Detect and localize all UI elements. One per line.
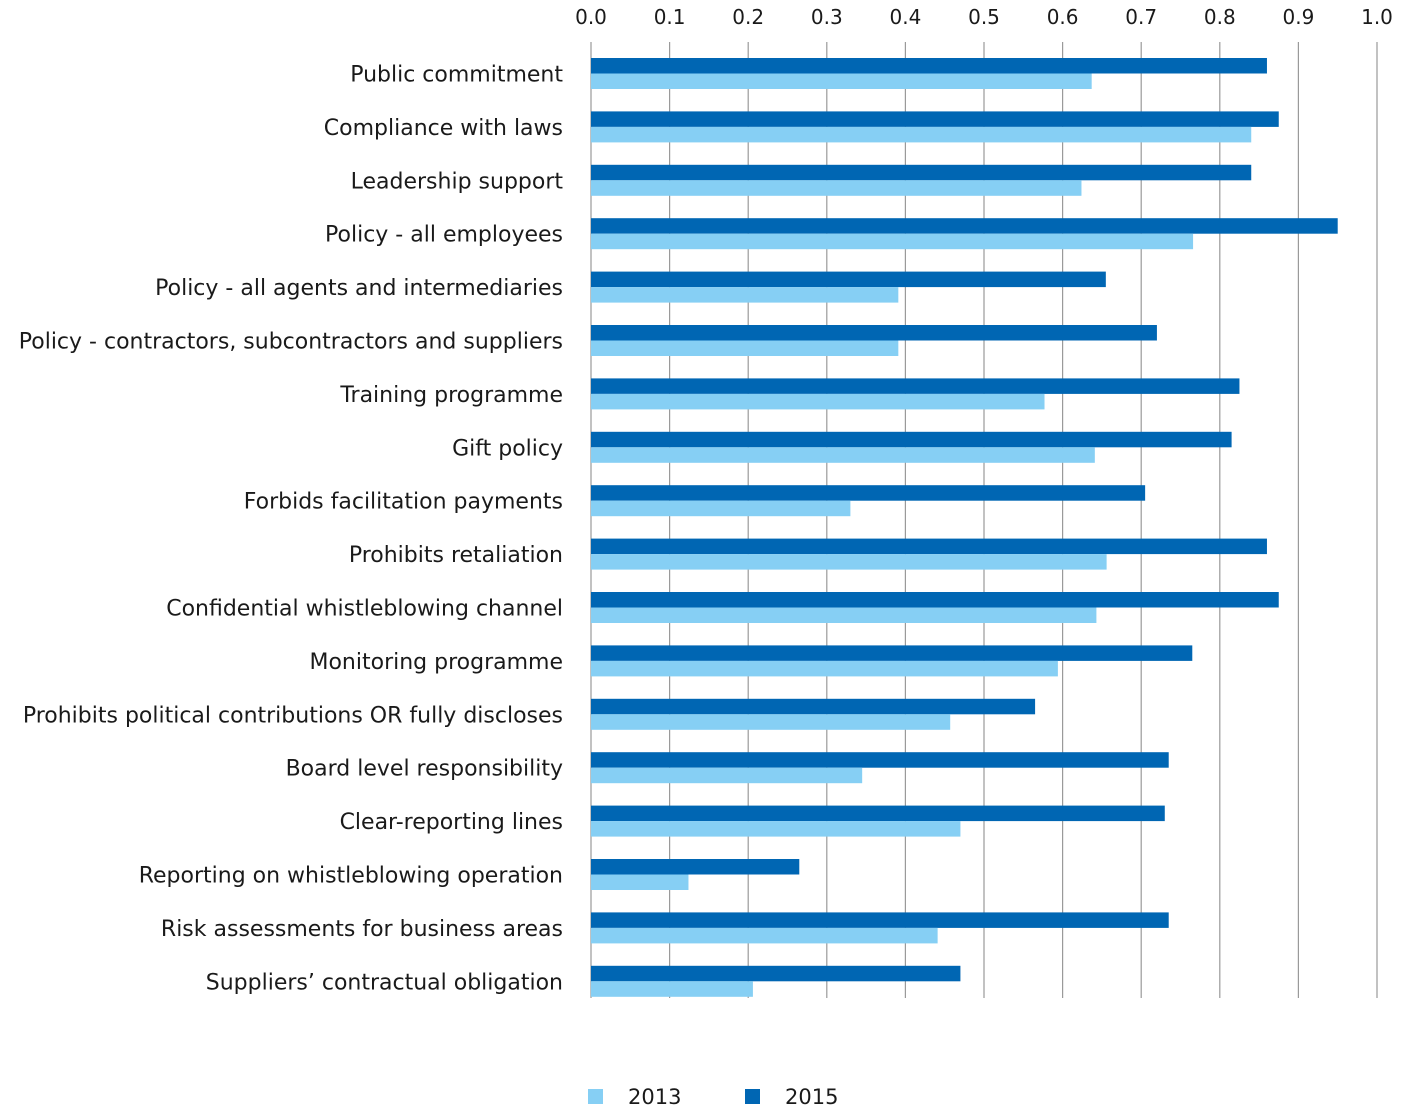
bar-2013 [591, 554, 1107, 570]
bar-2013 [591, 500, 851, 517]
category-label: Compliance with laws [324, 116, 563, 141]
legend-swatch-2015 [745, 1089, 760, 1104]
x-tick-label: 0.9 [1282, 5, 1314, 29]
x-tick-label: 0.1 [654, 5, 686, 29]
category-label: Leadership support [351, 169, 564, 194]
bar-2013 [591, 981, 753, 997]
category-label: Risk assessments for business areas [161, 917, 563, 942]
bar-2013 [591, 447, 1095, 463]
bar-2015 [591, 431, 1232, 448]
category-label: Policy - contractors, subcontractors and… [19, 330, 563, 355]
bar-2013 [591, 126, 1252, 143]
bar-2015 [591, 859, 800, 875]
bar-2015 [591, 538, 1267, 555]
bar-2015 [591, 378, 1240, 394]
legend-swatch-2013 [588, 1089, 603, 1104]
bar-2013 [591, 233, 1194, 250]
category-label: Training programme [339, 383, 563, 408]
bar-2015 [591, 271, 1106, 288]
legend-label-2015: 2015 [785, 1085, 838, 1109]
bar-2015 [591, 592, 1279, 608]
bar-2015 [591, 218, 1338, 234]
bar-2015 [591, 965, 961, 982]
category-label: Monitoring programme [309, 650, 563, 675]
bar-2015 [591, 752, 1169, 768]
category-label: Board level responsibility [286, 757, 563, 782]
category-label: Policy - all employees [325, 223, 563, 248]
bar-2015 [591, 645, 1193, 661]
x-tick-label: 0.8 [1204, 5, 1236, 29]
legend: 2013 2015 [588, 1085, 838, 1109]
x-tick-label: 0.3 [811, 5, 843, 29]
bar-2013 [591, 714, 951, 730]
bar-2015 [591, 698, 1036, 715]
category-label: Public commitment [350, 63, 563, 88]
x-tick-label: 0.2 [732, 5, 764, 29]
bar-2013 [591, 393, 1045, 410]
bar-2013 [591, 927, 938, 944]
bar-2015 [591, 485, 1146, 501]
category-label: Clear-reporting lines [340, 810, 563, 835]
bar-2013 [591, 73, 1092, 89]
x-tick-label: 0.5 [968, 5, 1000, 29]
x-tick-label: 0.4 [889, 5, 921, 29]
x-tick-label: 0.7 [1125, 5, 1157, 29]
bar-2013 [591, 874, 689, 890]
category-labels: Public commitment Compliance with laws Lea… [19, 63, 564, 996]
bar-2015 [591, 111, 1279, 127]
bar-2013 [591, 660, 1058, 677]
bar-2013 [591, 821, 961, 837]
x-tick-label: 1.0 [1361, 5, 1393, 29]
bar-2015 [591, 912, 1169, 928]
category-label: Policy - all agents and intermediaries [155, 276, 563, 301]
bar-2015 [591, 325, 1157, 341]
category-label: Forbids facilitation payments [244, 490, 563, 515]
category-label: Prohibits political contributions OR ful… [23, 703, 563, 728]
bar-2013 [591, 607, 1097, 623]
category-label: Reporting on whistleblowing operation [139, 864, 563, 889]
legend-label-2013: 2013 [628, 1085, 681, 1109]
bar-2015 [591, 805, 1165, 822]
bar-2013 [591, 767, 863, 784]
x-tick-label: 0.0 [575, 5, 607, 29]
category-label: Suppliers’ contractual obligation [206, 970, 563, 995]
category-label: Prohibits retaliation [349, 543, 563, 568]
bar-2013 [591, 287, 899, 303]
tick-labels: 0.0 0.1 0.2 0.3 0.4 0.5 0.6 0.7 0.8 0.9 1.0 [575, 5, 1393, 29]
category-label: Gift policy [452, 436, 563, 461]
bar-2015 [591, 164, 1252, 181]
grid-layer [590, 42, 1378, 998]
x-tick-label: 0.6 [1047, 5, 1079, 29]
bar-2013 [591, 340, 899, 356]
bar-2015 [591, 58, 1267, 74]
bars-layer [591, 58, 1338, 997]
category-label: Confidential whistleblowing channel [166, 597, 563, 622]
bar-2013 [591, 180, 1082, 196]
